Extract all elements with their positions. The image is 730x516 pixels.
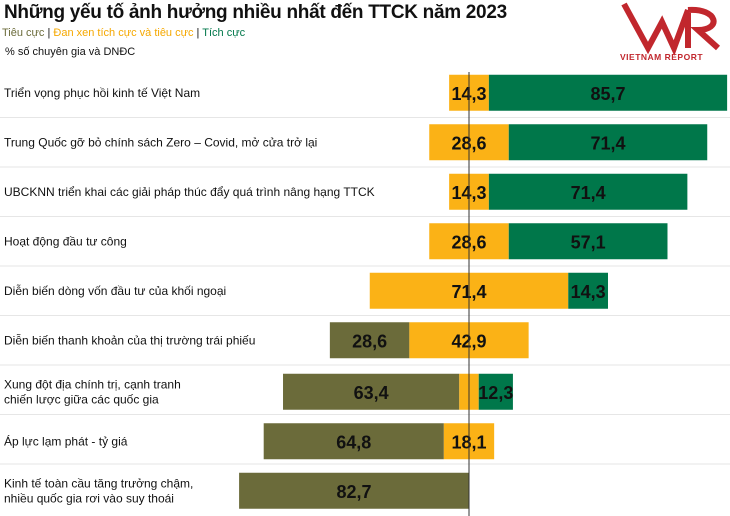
bar-negative (283, 373, 460, 410)
bar-negative (329, 322, 410, 359)
bar-negative (263, 423, 444, 460)
category-label: Áp lực lạm phát - tỷ giá (4, 433, 128, 448)
data-label: 14,3 (571, 282, 606, 302)
data-label: 85,7 (590, 84, 625, 104)
data-label: 12,3 (478, 383, 513, 403)
bar-positive (478, 373, 513, 410)
bar-positive (488, 173, 688, 210)
data-label: 63,4 (354, 383, 389, 403)
category-label: Trung Quốc gỡ bỏ chính sách Zero – Covid… (4, 135, 317, 149)
vnr-logo (621, 2, 721, 56)
bar-positive (508, 124, 708, 161)
bar-positive (568, 272, 608, 309)
data-label: 57,1 (571, 232, 606, 252)
data-label: 82,7 (337, 482, 372, 502)
category-label: chiến lược giữa các quốc gia (4, 392, 159, 406)
legend-positive: Tích cực (202, 27, 246, 39)
bar-negative (239, 472, 469, 509)
chart-title: Những yếu tố ảnh hưởng nhiều nhất đến TT… (4, 2, 507, 23)
data-label: 71,4 (571, 183, 606, 203)
bar-positive (508, 223, 668, 260)
category-label: Diễn biến dòng vốn đầu tư của khối ngoại (4, 283, 226, 298)
legend: Tiêu cực | Đan xen tích cực và tiêu cực … (2, 27, 246, 39)
data-label: 28,6 (352, 331, 387, 351)
category-label: nhiều quốc gia rơi vào suy thoái (4, 491, 174, 505)
category-label: Kinh tế toàn cầu tăng trưởng chậm, (4, 476, 193, 490)
category-label: Diễn biến thanh khoản của thị trường trá… (4, 332, 255, 347)
category-label: UBCKNN triển khai các giải pháp thúc đẩy… (4, 185, 375, 199)
bar-positive (488, 74, 728, 111)
legend-mixed: Đan xen tích cực và tiêu cực (53, 27, 194, 39)
category-label: Triển vọng phục hồi kinh tế Việt Nam (4, 86, 200, 100)
data-label: 64,8 (336, 432, 371, 452)
category-label: Xung đột địa chính trị, cạnh tranh (4, 377, 181, 391)
legend-negative: Tiêu cực (2, 27, 45, 39)
unit-label: % số chuyên gia và DNĐC (5, 46, 136, 58)
data-label: 71,4 (590, 133, 625, 153)
logo-subtext: VIETNAM REPORT (620, 52, 704, 62)
category-label: Hoạt động đầu tư công (4, 234, 127, 248)
